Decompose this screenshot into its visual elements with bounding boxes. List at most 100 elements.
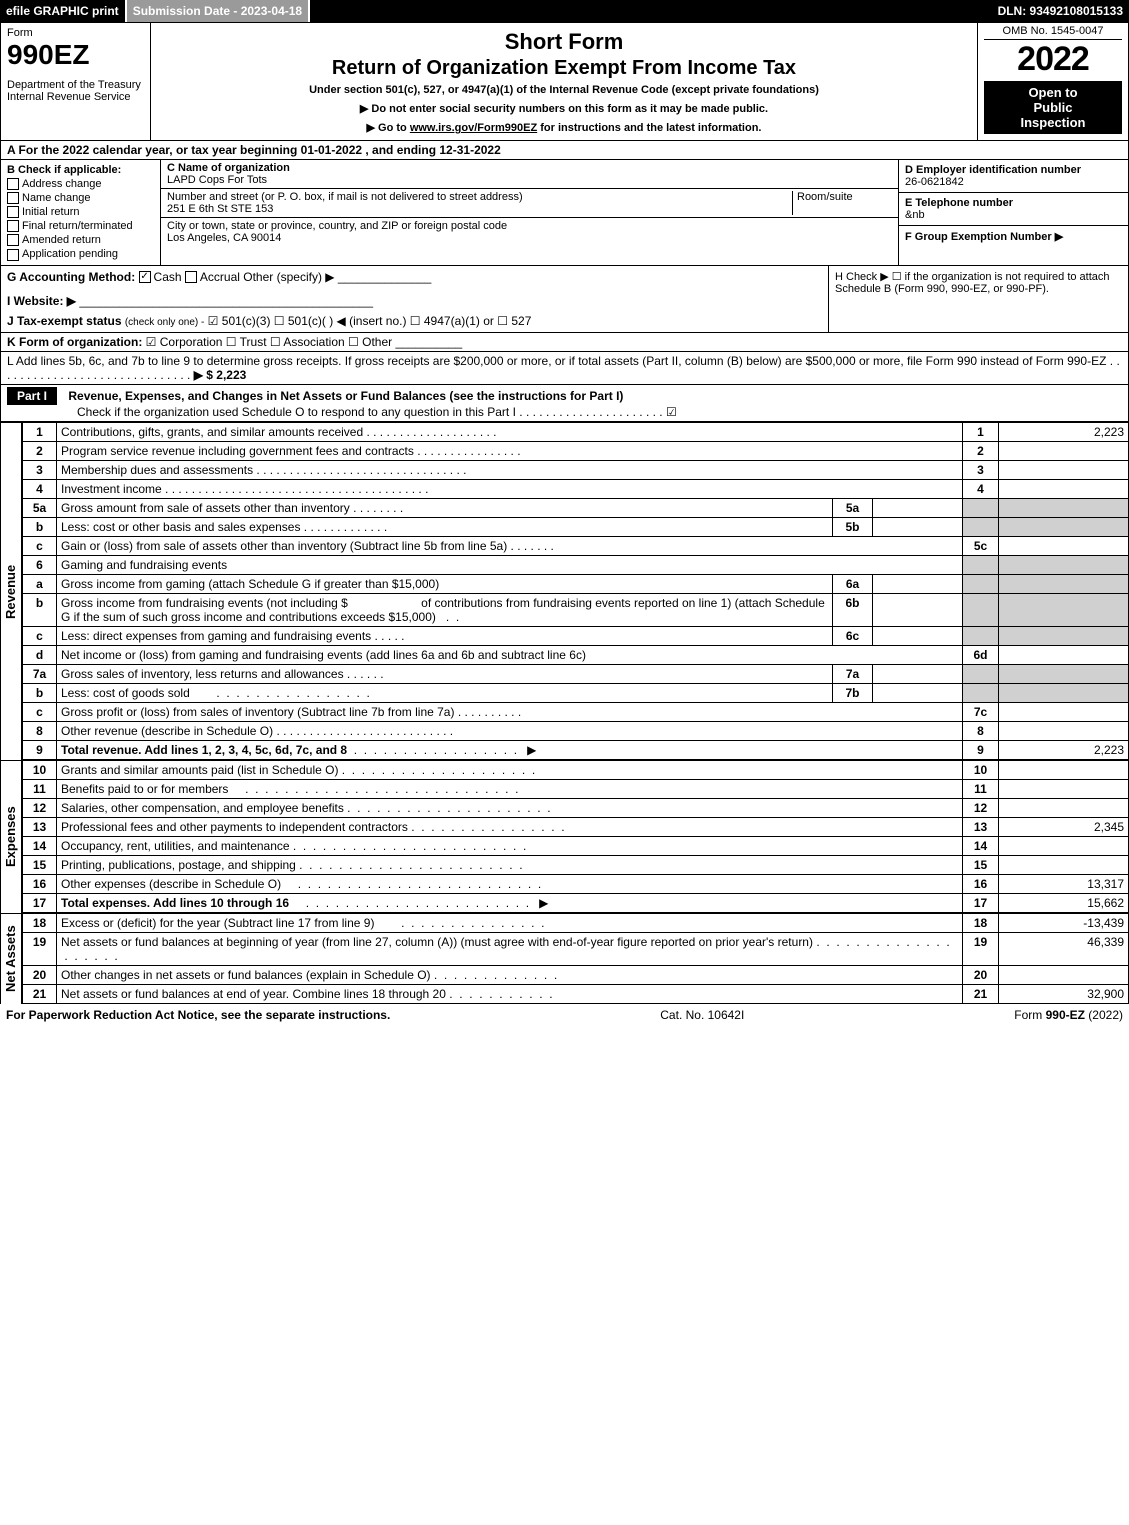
- expenses-table: 10Grants and similar amounts paid (list …: [22, 760, 1129, 913]
- section-b-label: B Check if applicable:: [7, 164, 121, 176]
- j-label: J Tax-exempt status: [7, 314, 122, 328]
- header-left: Form 990EZ Department of the Treasury In…: [1, 23, 151, 140]
- netassets-section: Net Assets 18Excess or (deficit) for the…: [0, 913, 1129, 1004]
- line-3: 3Membership dues and assessments . . . .…: [23, 460, 1129, 479]
- line-1: 1Contributions, gifts, grants, and simil…: [23, 422, 1129, 441]
- expenses-section: Expenses 10Grants and similar amounts pa…: [0, 760, 1129, 913]
- open1: Open to: [986, 85, 1120, 100]
- header-center: Short Form Return of Organization Exempt…: [151, 23, 978, 140]
- j-opts: ☑ 501(c)(3) ☐ 501(c)( ) ◀ (insert no.) ☐…: [208, 314, 532, 328]
- footer-right: Form 990-EZ (2022): [1014, 1008, 1123, 1022]
- section-bcdef: B Check if applicable: Address change Na…: [0, 160, 1129, 266]
- subtitle-3: ▶ Go to www.irs.gov/Form990EZ for instru…: [161, 121, 967, 134]
- d-label: D Employer identification number: [905, 164, 1081, 176]
- form-header: Form 990EZ Department of the Treasury In…: [0, 22, 1129, 141]
- irs-link[interactable]: www.irs.gov/Form990EZ: [410, 122, 537, 134]
- page-footer: For Paperwork Reduction Act Notice, see …: [0, 1004, 1129, 1026]
- k-opts: ☑ Corporation ☐ Trust ☐ Association ☐ Ot…: [146, 335, 392, 349]
- line-19: 19Net assets or fund balances at beginni…: [23, 932, 1129, 965]
- line-5a: 5aGross amount from sale of assets other…: [23, 498, 1129, 517]
- section-b: B Check if applicable: Address change Na…: [1, 160, 161, 265]
- line-14: 14Occupancy, rent, utilities, and mainte…: [23, 836, 1129, 855]
- org-name: LAPD Cops For Tots: [167, 174, 267, 186]
- section-h: H Check ▶ ☐ if the organization is not r…: [828, 266, 1128, 332]
- city-label: City or town, state or province, country…: [167, 220, 507, 232]
- chk-pending[interactable]: Application pending: [7, 248, 154, 260]
- line-5c: cGain or (loss) from sale of assets othe…: [23, 536, 1129, 555]
- i-label: I Website: ▶: [7, 294, 76, 308]
- line-12: 12Salaries, other compensation, and empl…: [23, 798, 1129, 817]
- g-cash[interactable]: ✓Cash: [139, 270, 182, 284]
- efile-label: efile GRAPHIC print: [0, 0, 127, 22]
- line-17: 17Total expenses. Add lines 10 through 1…: [23, 893, 1129, 912]
- f-label: F Group Exemption Number ▶: [905, 231, 1063, 243]
- section-l: L Add lines 5b, 6c, and 7b to line 9 to …: [0, 352, 1129, 385]
- section-ghij: G Accounting Method: ✓Cash Accrual Other…: [0, 266, 1129, 333]
- l-text: L Add lines 5b, 6c, and 7b to line 9 to …: [7, 354, 1106, 368]
- form-word: Form: [7, 27, 144, 39]
- subtitle-2: ▶ Do not enter social security numbers o…: [161, 102, 967, 115]
- city: Los Angeles, CA 90014: [167, 232, 281, 244]
- line-6c: cLess: direct expenses from gaming and f…: [23, 626, 1129, 645]
- section-k: K Form of organization: ☑ Corporation ☐ …: [0, 333, 1129, 352]
- chk-name[interactable]: Name change: [7, 192, 154, 204]
- form-number: 990EZ: [7, 39, 144, 71]
- line-15: 15Printing, publications, postage, and s…: [23, 855, 1129, 874]
- open2: Public: [986, 100, 1120, 115]
- line-4: 4Investment income . . . . . . . . . . .…: [23, 479, 1129, 498]
- section-a: A For the 2022 calendar year, or tax yea…: [0, 141, 1129, 160]
- ein: 26-0621842: [905, 176, 964, 188]
- revenue-section: Revenue 1Contributions, gifts, grants, a…: [0, 422, 1129, 760]
- j-note: (check only one) -: [125, 317, 204, 328]
- revenue-side-label: Revenue: [0, 422, 22, 760]
- short-form: Short Form: [161, 29, 967, 55]
- street-label: Number and street (or P. O. box, if mail…: [167, 191, 523, 203]
- part1-title: Revenue, Expenses, and Changes in Net As…: [68, 389, 623, 403]
- line-6d: dNet income or (loss) from gaming and fu…: [23, 645, 1129, 664]
- e-label: E Telephone number: [905, 197, 1013, 209]
- line-2: 2Program service revenue including gover…: [23, 441, 1129, 460]
- part1-checkbox[interactable]: ☑: [666, 405, 677, 419]
- revenue-table: 1Contributions, gifts, grants, and simil…: [22, 422, 1129, 760]
- sub3-suffix: for instructions and the latest informat…: [537, 122, 761, 134]
- dept1: Department of the Treasury: [7, 79, 144, 91]
- omb-number: OMB No. 1545-0047: [984, 25, 1122, 40]
- submission-date: Submission Date - 2023-04-18: [127, 0, 310, 22]
- line-6b: bGross income from fundraising events (n…: [23, 593, 1129, 626]
- footer-left: For Paperwork Reduction Act Notice, see …: [6, 1008, 390, 1022]
- tax-year: 2022: [984, 40, 1122, 79]
- part1-check: Check if the organization used Schedule …: [77, 405, 516, 419]
- sub3-prefix: ▶ Go to: [367, 122, 410, 134]
- line-8: 8Other revenue (describe in Schedule O) …: [23, 721, 1129, 740]
- section-c: C Name of organization LAPD Cops For Tot…: [161, 160, 898, 265]
- netassets-table: 18Excess or (deficit) for the year (Subt…: [22, 913, 1129, 1004]
- chk-initial[interactable]: Initial return: [7, 206, 154, 218]
- l-value: ▶ $ 2,223: [194, 368, 247, 382]
- line-7b: bLess: cost of goods sold . . . . . . . …: [23, 683, 1129, 702]
- line-10: 10Grants and similar amounts paid (list …: [23, 760, 1129, 779]
- c-label: C Name of organization: [167, 162, 290, 174]
- open-inspection: Open to Public Inspection: [984, 81, 1122, 134]
- room-label: Room/suite: [797, 191, 853, 203]
- g-other: Other (specify) ▶: [243, 270, 334, 284]
- part-1-header: Part I Revenue, Expenses, and Changes in…: [0, 385, 1129, 422]
- form-title: Return of Organization Exempt From Incom…: [161, 57, 967, 80]
- chk-amended[interactable]: Amended return: [7, 234, 154, 246]
- subtitle-1: Under section 501(c), 527, or 4947(a)(1)…: [161, 84, 967, 96]
- g-label: G Accounting Method:: [7, 270, 135, 284]
- line-9: 9Total revenue. Add lines 1, 2, 3, 4, 5c…: [23, 740, 1129, 759]
- line-20: 20Other changes in net assets or fund ba…: [23, 965, 1129, 984]
- g-accrual[interactable]: Accrual: [185, 270, 240, 284]
- chk-address[interactable]: Address change: [7, 178, 154, 190]
- k-label: K Form of organization:: [7, 335, 142, 349]
- expenses-side-label: Expenses: [0, 760, 22, 913]
- line-21: 21Net assets or fund balances at end of …: [23, 984, 1129, 1003]
- line-13: 13Professional fees and other payments t…: [23, 817, 1129, 836]
- line-5b: bLess: cost or other basis and sales exp…: [23, 517, 1129, 536]
- chk-final[interactable]: Final return/terminated: [7, 220, 154, 232]
- line-6: 6Gaming and fundraising events: [23, 555, 1129, 574]
- line-7a: 7aGross sales of inventory, less returns…: [23, 664, 1129, 683]
- part1-badge: Part I: [7, 387, 57, 405]
- open3: Inspection: [986, 115, 1120, 130]
- street: 251 E 6th St STE 153: [167, 203, 273, 215]
